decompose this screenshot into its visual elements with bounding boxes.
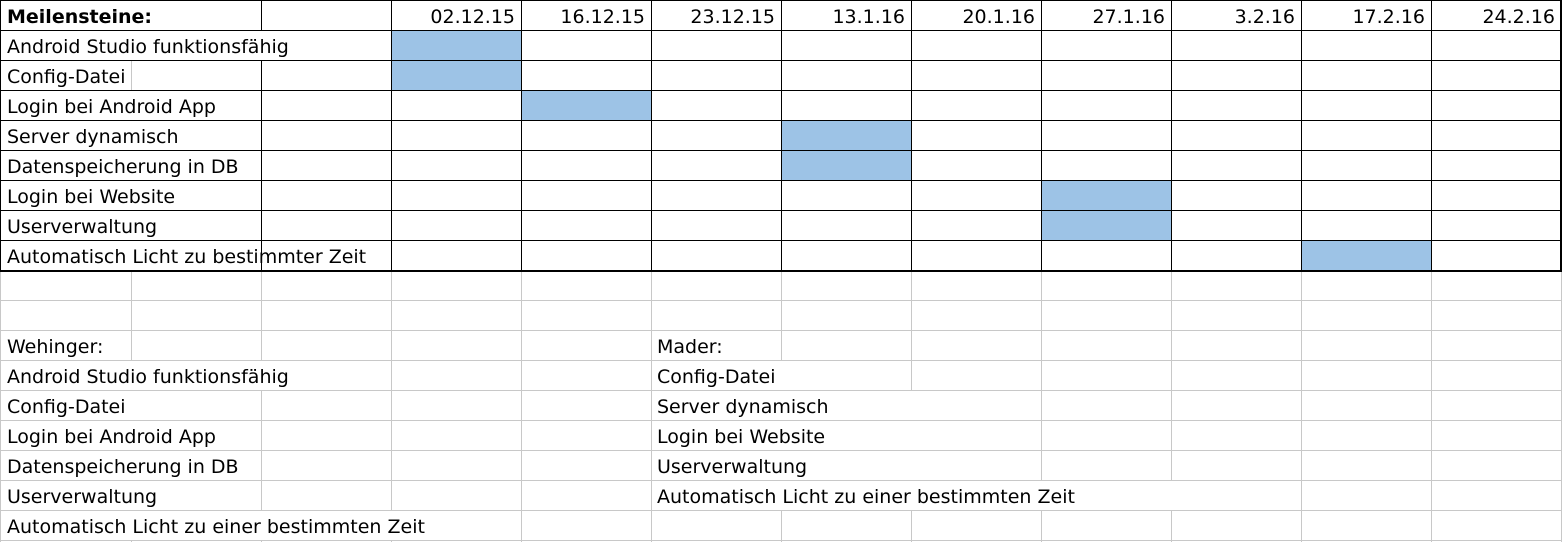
table-border-line	[0, 271, 1562, 272]
right-task-item: Login bei Website	[657, 426, 826, 448]
table-border-line	[1171, 0, 1172, 270]
milestone-label-cover	[1, 151, 261, 180]
right-task-cover	[652, 451, 1041, 480]
milestone-label: Datenspeicherung in DB	[7, 156, 239, 178]
date-header: 23.12.15	[690, 6, 775, 28]
date-header: 02.12.15	[430, 6, 515, 28]
milestone-fill	[1041, 210, 1171, 240]
header-cover	[1, 1, 261, 30]
milestone-fill	[781, 150, 911, 180]
grid-horizontal-line	[0, 480, 1562, 481]
right-task-cover	[652, 421, 1041, 450]
milestone-label-cover	[1, 181, 261, 210]
table-border-line	[261, 0, 262, 30]
left-task-item: Config-Datei	[7, 396, 126, 418]
table-border-line	[521, 0, 522, 270]
right-task-item: Userverwaltung	[657, 456, 808, 478]
grid-horizontal-line	[0, 450, 1562, 451]
milestone-label: Server dynamisch	[7, 126, 179, 148]
table-border-line	[0, 270, 1562, 271]
left-task-cover	[1, 481, 261, 510]
date-header: 27.1.16	[1092, 6, 1165, 28]
grid-horizontal-line	[0, 330, 1562, 331]
table-border-line	[911, 0, 912, 270]
table-border-line	[391, 0, 392, 270]
milestone-fill	[391, 60, 521, 90]
table-border-line	[261, 90, 262, 120]
table-border-line	[0, 0, 1, 270]
milestone-label: Login bei Website	[7, 186, 176, 208]
grid-horizontal-line	[0, 420, 1562, 421]
left-task-cover	[1, 451, 261, 480]
right-task-item: Config-Datei	[657, 366, 776, 388]
milestone-label: Login bei Android App	[7, 96, 216, 118]
milestone-label: Config-Datei	[7, 66, 126, 88]
date-header: 20.1.16	[962, 6, 1035, 28]
table-border-line	[261, 150, 262, 180]
milestone-label: Android Studio funktionsfähig	[7, 36, 289, 58]
milestone-fill	[391, 30, 521, 60]
milestone-label-cover	[1, 91, 261, 120]
date-header: 13.1.16	[832, 6, 905, 28]
milestone-label-cover	[1, 61, 131, 90]
table-border-line	[261, 120, 262, 150]
table-border-line	[1041, 0, 1042, 270]
milestone-label-cover	[1, 211, 261, 240]
milestone-label-cover	[1, 121, 261, 150]
date-header: 16.12.15	[560, 6, 645, 28]
right-task-item: Server dynamisch	[657, 396, 829, 418]
milestone-fill	[1301, 240, 1431, 270]
left-task-cover	[1, 391, 261, 420]
left-task-item: Userverwaltung	[7, 486, 158, 508]
date-header: 24.2.16	[1482, 6, 1555, 28]
table-border-line	[1431, 0, 1432, 270]
table-border-line	[261, 180, 262, 210]
left-task-cover	[1, 511, 521, 540]
date-header: 17.2.16	[1352, 6, 1425, 28]
milestone-label-cover	[1, 31, 391, 60]
milestone-fill	[781, 120, 911, 150]
grid-horizontal-line	[0, 510, 1562, 511]
right-task-item: Automatisch Licht zu einer bestimmten Ze…	[657, 486, 1075, 508]
left-task-item: Datenspeicherung in DB	[7, 456, 239, 478]
left-task-cover	[1, 421, 261, 450]
grid-horizontal-line	[0, 390, 1562, 391]
assignee-right-name: Mader:	[657, 336, 723, 358]
right-task-cover	[652, 481, 1301, 510]
milestone-label: Userverwaltung	[7, 216, 158, 238]
milestone-fill	[1041, 180, 1171, 210]
assignee-left-name: Wehinger:	[7, 336, 104, 358]
right-task-cover	[652, 361, 911, 390]
left-task-item: Android Studio funktionsfähig	[7, 366, 289, 388]
table-border-line	[1560, 0, 1562, 270]
left-task-item: Login bei Android App	[7, 426, 216, 448]
table-border-line	[261, 60, 262, 90]
date-header: 3.2.16	[1234, 6, 1295, 28]
right-task-cover	[652, 391, 1041, 420]
left-task-item: Automatisch Licht zu einer bestimmten Ze…	[7, 516, 425, 538]
grid-horizontal-line	[0, 360, 1562, 361]
milestone-fill	[521, 90, 651, 120]
grid-horizontal-line	[0, 300, 1562, 301]
milestones-header: Meilensteine:	[7, 6, 153, 28]
table-border-line	[1301, 0, 1302, 270]
table-border-line	[781, 0, 782, 270]
milestone-label: Automatisch Licht zu bestimmter Zeit	[7, 246, 367, 268]
milestone-label-cover	[1, 241, 391, 270]
grid-horizontal-line	[0, 540, 1562, 541]
table-border-line	[261, 210, 262, 240]
table-border-line	[261, 240, 262, 270]
left-task-cover	[1, 361, 391, 390]
table-border-line	[651, 0, 652, 270]
